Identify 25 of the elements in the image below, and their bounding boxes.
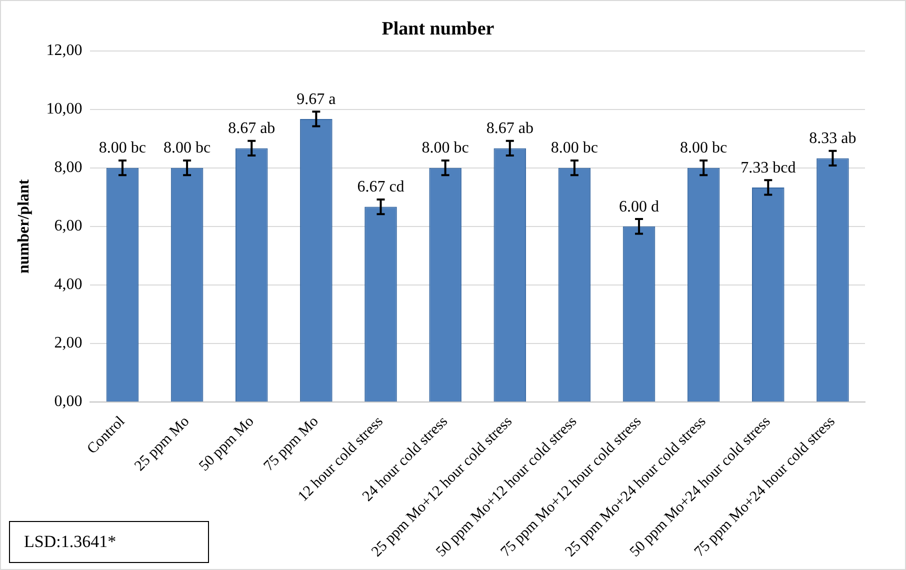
data-label: 7.33 bcd — [740, 159, 796, 176]
data-label: 9.67 a — [296, 90, 336, 108]
x-tick-label: 50 ppm Mo — [196, 414, 258, 474]
data-label: 8.33 ab — [809, 130, 856, 148]
data-label: 8.00 bc — [98, 140, 146, 157]
data-label: 6.67 cd — [357, 178, 404, 196]
y-tick-label: 12,00 — [46, 42, 82, 60]
data-label: 8.00 bc — [680, 140, 728, 157]
chart-title: Plant number — [382, 18, 495, 40]
data-label: 8.67 ab — [486, 120, 534, 138]
y-tick-label: 6,00 — [54, 218, 82, 235]
text: LSD:1.3641* — [9, 521, 209, 563]
data-label: 6.00 d — [619, 198, 660, 216]
x-tick-label: 25 ppm Mo — [132, 414, 193, 474]
y-tick-label: 4,00 — [54, 276, 82, 294]
data-label: 8.00 bc — [550, 140, 598, 157]
data-label: 8.00 bc — [163, 140, 211, 157]
y-tick-label: 0,00 — [54, 393, 82, 410]
y-tick-label: 2,00 — [54, 334, 82, 352]
data-label: 8.00 bc — [422, 140, 469, 157]
y-axis-title: number/plant — [16, 178, 33, 274]
y-tick-label: 10,00 — [46, 100, 82, 118]
y-tick-label: 8,00 — [54, 159, 82, 176]
data-label: 8.67 ab — [228, 120, 276, 138]
x-tick-label: 75 ppm Mo — [260, 414, 322, 474]
